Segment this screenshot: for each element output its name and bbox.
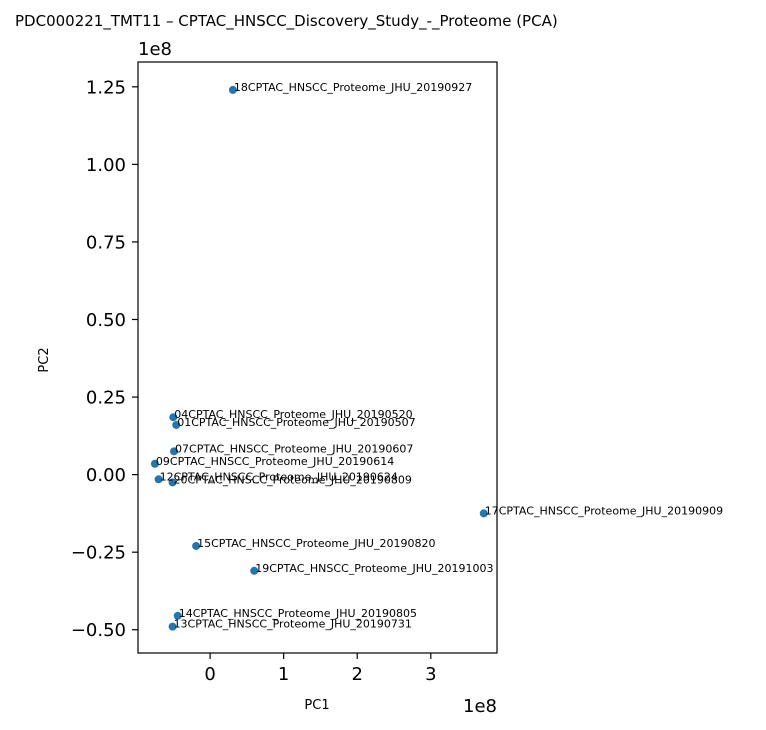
x-tick-label: 2 bbox=[351, 664, 362, 685]
y-tick-label: 0.50 bbox=[86, 310, 126, 331]
point-label: 04CPTAC_HNSCC_Proteome_JHU_20190520 bbox=[174, 408, 412, 421]
point-label: 12CPTAC_HNSCC_Proteome_JHU_20190624 bbox=[160, 470, 398, 483]
scatter-point bbox=[169, 413, 178, 422]
point-label: 20CPTAC_HNSCC_Proteome_JHU_20190809 bbox=[174, 473, 412, 486]
y-tick-label: 1.25 bbox=[86, 77, 126, 98]
scatter-point bbox=[168, 478, 177, 487]
point-label: 19CPTAC_HNSCC_Proteome_JHU_20191003 bbox=[255, 562, 493, 575]
scatter-points bbox=[150, 85, 488, 631]
point-label: 14CPTAC_HNSCC_Proteome_JHU_20190805 bbox=[179, 607, 417, 620]
y-tick-label: −0.50 bbox=[71, 620, 126, 641]
scatter-point bbox=[154, 475, 163, 484]
x-axis-ticks: 0 1 2 3 bbox=[204, 653, 437, 685]
point-label: 18CPTAC_HNSCC_Proteome_JHU_20190927 bbox=[234, 81, 472, 94]
y-axis-label: PC2 bbox=[37, 347, 52, 372]
y-tick-label: −0.25 bbox=[71, 543, 126, 564]
point-label: 17CPTAC_HNSCC_Proteome_JHU_20190909 bbox=[485, 504, 723, 517]
scatter-point bbox=[172, 420, 181, 429]
y-tick-label: 0.25 bbox=[86, 388, 126, 409]
chart-title: PDC000221_TMT11 – CPTAC_HNSCC_Discovery_… bbox=[15, 12, 558, 31]
scatter-point bbox=[192, 541, 201, 550]
scatter-point bbox=[228, 85, 237, 94]
x-axis-label: PC1 bbox=[304, 698, 329, 713]
y-axis-offset-label: 1e8 bbox=[138, 39, 172, 60]
x-axis-offset-label: 1e8 bbox=[463, 696, 497, 717]
y-tick-label: 0.00 bbox=[86, 465, 126, 486]
scatter-point bbox=[150, 459, 159, 468]
scatter-point bbox=[479, 509, 488, 518]
point-label: 01CPTAC_HNSCC_Proteome_JHU_20190507 bbox=[177, 416, 415, 429]
scatter-point bbox=[168, 622, 177, 631]
scatter-point bbox=[173, 611, 182, 620]
y-tick-label: 1.00 bbox=[86, 155, 126, 176]
point-label: 09CPTAC_HNSCC_Proteome_JHU_20190614 bbox=[156, 455, 394, 468]
point-label: 13CPTAC_HNSCC_Proteome_JHU_20190731 bbox=[174, 618, 412, 631]
scatter-point bbox=[170, 447, 179, 456]
x-tick-label: 0 bbox=[204, 664, 215, 685]
y-tick-label: 0.75 bbox=[86, 232, 126, 253]
point-labels: 18CPTAC_HNSCC_Proteome_JHU_20190927 04CPT… bbox=[156, 81, 723, 631]
point-label: 15CPTAC_HNSCC_Proteome_JHU_20190820 bbox=[197, 537, 435, 550]
y-axis-ticks: −0.50 −0.25 0.00 0.25 0.50 0.75 1.00 1.25 bbox=[71, 77, 138, 641]
plot-frame bbox=[137, 61, 498, 654]
scatter-point bbox=[250, 566, 259, 575]
x-tick-label: 3 bbox=[425, 664, 436, 685]
point-label: 07CPTAC_HNSCC_Proteome_JHU_20190607 bbox=[175, 442, 413, 455]
x-tick-label: 1 bbox=[278, 664, 289, 685]
